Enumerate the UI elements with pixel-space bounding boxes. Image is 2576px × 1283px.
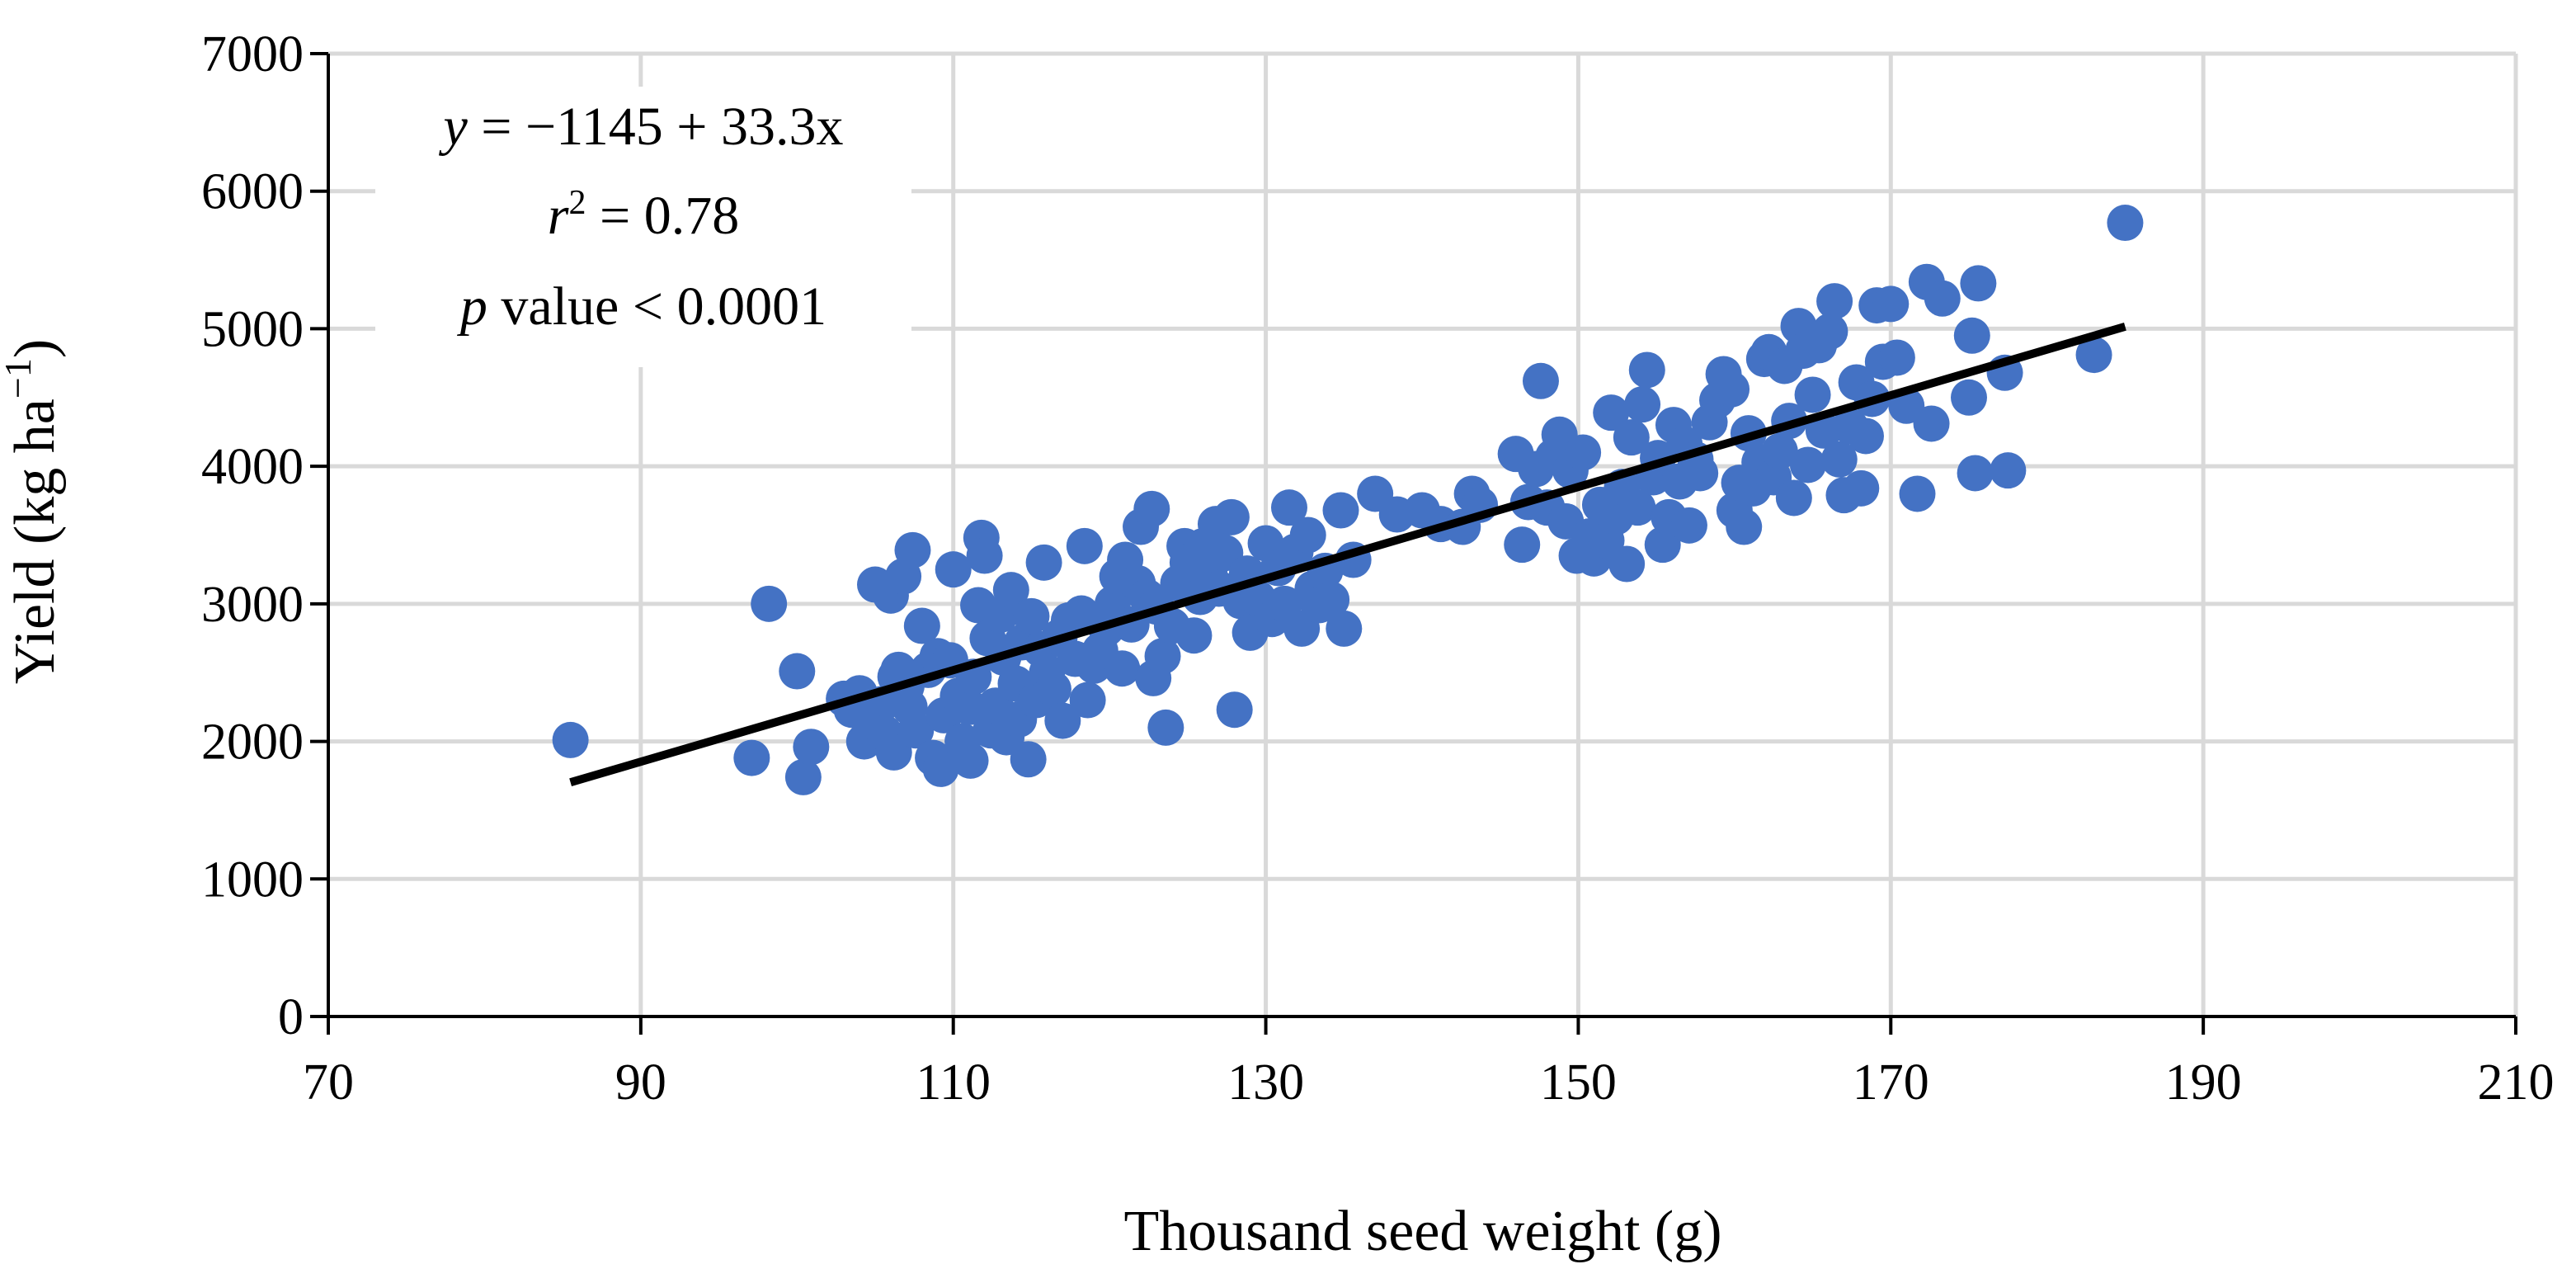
data-point xyxy=(1682,455,1719,492)
data-point xyxy=(1761,432,1798,469)
data-point xyxy=(1522,362,1559,399)
y-tick-label: 5000 xyxy=(201,301,304,357)
data-point xyxy=(1175,617,1213,654)
data-point xyxy=(922,750,959,787)
data-point xyxy=(1843,469,1880,507)
y-axis-title: Yield (kg ha−1) xyxy=(0,339,67,684)
data-point xyxy=(1593,394,1630,432)
data-point xyxy=(966,537,1003,574)
data-point xyxy=(1010,741,1047,778)
annotation-r-squared: r2 = 0.78 xyxy=(548,184,739,246)
x-tick-label: 130 xyxy=(1227,1054,1304,1111)
data-point xyxy=(935,551,972,588)
data-point xyxy=(793,729,830,766)
data-point xyxy=(733,739,770,776)
data-point xyxy=(1565,434,1602,471)
x-tick-label: 90 xyxy=(615,1054,666,1111)
data-point xyxy=(1619,489,1656,526)
annotation-p-value: p value < 0.0001 xyxy=(457,276,826,337)
annotation-equation: y = −1145 + 33.3x xyxy=(438,97,843,157)
data-point xyxy=(1144,638,1181,675)
data-point xyxy=(1913,405,1950,442)
data-point xyxy=(1953,317,1990,354)
data-point xyxy=(897,712,935,749)
data-point xyxy=(1044,702,1081,739)
data-point xyxy=(1820,441,1858,478)
data-point xyxy=(1878,339,1915,376)
y-tick-label: 3000 xyxy=(201,577,304,633)
data-point xyxy=(1313,581,1350,618)
data-point xyxy=(2075,337,2112,374)
data-point xyxy=(1789,446,1826,483)
data-point xyxy=(1013,597,1050,634)
data-point xyxy=(1133,490,1170,527)
data-point xyxy=(1713,370,1750,408)
x-tick-label: 190 xyxy=(2165,1054,2242,1111)
data-point xyxy=(1025,544,1062,581)
data-point xyxy=(903,607,940,644)
data-point xyxy=(1872,285,1910,323)
data-point xyxy=(1147,709,1184,746)
data-point xyxy=(1960,265,1997,302)
data-point xyxy=(875,733,912,771)
data-point xyxy=(1811,313,1848,350)
data-point xyxy=(1326,610,1363,647)
data-point xyxy=(1957,455,1994,492)
data-point xyxy=(1069,682,1106,719)
data-point xyxy=(1213,498,1250,535)
axes xyxy=(310,52,2517,1035)
data-point xyxy=(1608,545,1646,583)
trendline xyxy=(569,323,2126,787)
data-point xyxy=(1613,419,1650,456)
data-point xyxy=(952,742,989,779)
data-point xyxy=(1644,526,1681,564)
x-axis-title: Thousand seed weight (g) xyxy=(1123,1200,1721,1263)
data-point xyxy=(1034,671,1071,708)
y-tick-label: 0 xyxy=(278,989,304,1045)
data-point xyxy=(1066,527,1103,564)
x-tick-label: 170 xyxy=(1853,1054,1929,1111)
data-point xyxy=(552,721,589,758)
data-point xyxy=(779,653,816,690)
data-point xyxy=(894,531,931,568)
data-point xyxy=(1216,691,1253,729)
x-tick-label: 110 xyxy=(916,1054,991,1111)
data-point xyxy=(1104,650,1141,687)
data-points xyxy=(552,205,2144,795)
y-tick-label: 4000 xyxy=(201,439,304,495)
x-tick-label: 210 xyxy=(2478,1054,2555,1111)
data-point xyxy=(1726,508,1763,545)
trendline-group xyxy=(569,323,2126,787)
data-point xyxy=(1289,517,1326,554)
data-point xyxy=(950,688,987,725)
data-point xyxy=(1624,386,1661,423)
data-point xyxy=(1775,479,1812,517)
data-point xyxy=(1270,489,1307,526)
data-point xyxy=(1794,376,1831,413)
tick-labels: 0 1000 2000 3000 4000 5000 6000 7000 70 90 110 130 1… xyxy=(201,26,2555,1111)
x-tick-label: 150 xyxy=(1540,1054,1617,1111)
annotation-background xyxy=(375,87,911,367)
data-point xyxy=(1504,526,1541,564)
data-point xyxy=(1951,379,1987,416)
data-point xyxy=(1990,452,2027,489)
data-point xyxy=(1847,417,1884,455)
data-point xyxy=(992,572,1029,609)
data-point xyxy=(1924,280,1961,317)
data-point xyxy=(1670,507,1707,544)
data-point xyxy=(784,758,822,795)
data-point xyxy=(2107,205,2144,242)
data-point xyxy=(1628,351,1665,389)
data-point xyxy=(1816,283,1853,320)
data-point xyxy=(1322,492,1359,529)
data-point xyxy=(751,585,788,622)
y-tick-label: 1000 xyxy=(201,851,304,908)
y-tick-label: 2000 xyxy=(201,715,304,771)
y-tick-label: 6000 xyxy=(201,164,304,220)
x-tick-label: 70 xyxy=(303,1054,354,1111)
y-tick-label: 7000 xyxy=(201,26,304,83)
data-point xyxy=(1899,475,1936,512)
regression-annotation: y = −1145 + 33.3x r2 = 0.78 p value < 0.… xyxy=(375,87,911,367)
